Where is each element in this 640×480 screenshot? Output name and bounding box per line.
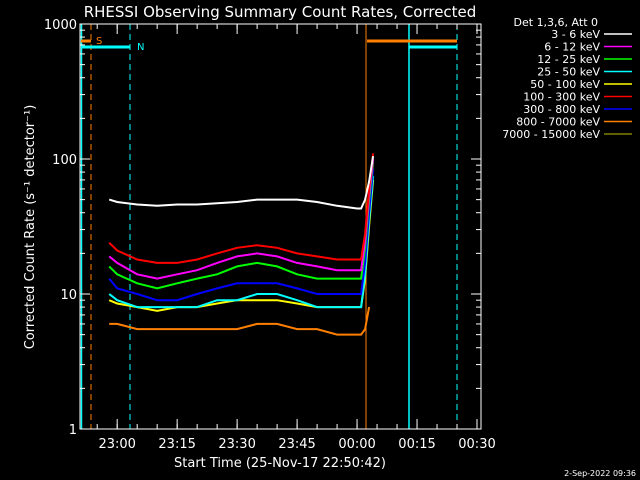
legend-label: 6 - 12 keV	[544, 41, 600, 54]
legend-label: 7000 - 15000 keV	[502, 128, 600, 141]
x-tick-label: 00:00	[338, 437, 375, 452]
series-layer	[108, 153, 375, 336]
y-tick-label: 100	[52, 153, 77, 168]
series-line-25-50-kev	[108, 175, 375, 309]
x-tick-label: 23:00	[98, 437, 135, 452]
y-axis: 1 10 100 1000	[44, 18, 481, 438]
y-tick-label: 10	[60, 288, 77, 303]
series-line-100-300-kev	[108, 153, 375, 264]
chart-title: RHESSI Observing Summary Count Rates, Co…	[84, 3, 477, 21]
footer-date: 2-Sep-2022 09:36	[564, 469, 636, 478]
x-axis-label: Start Time (25-Nov-17 22:50:42)	[174, 456, 386, 471]
legend-title: Det 1,3,6, Att 0	[514, 16, 598, 29]
series-line-800-7000-kev	[109, 306, 371, 336]
series-line-12-25-kev	[108, 161, 375, 290]
series-line-300-800-kev	[108, 168, 375, 302]
legend-label: 25 - 50 keV	[537, 66, 600, 79]
legend-label: 12 - 25 keV	[537, 53, 600, 66]
legend-label: 50 - 100 keV	[530, 78, 600, 91]
plot-frame	[79, 23, 482, 430]
legend-label: 300 - 800 keV	[523, 103, 600, 116]
y-tick-label: 1	[69, 423, 77, 438]
series-line-6-12-kev	[108, 158, 375, 280]
y-tick-label: 1000	[44, 18, 77, 33]
y-axis-label: Corrected Count Rate (s⁻¹ detector⁻¹)	[23, 105, 38, 350]
series-line-3-6-kev	[108, 155, 375, 210]
legend-label: 3 - 6 keV	[551, 28, 600, 41]
x-tick-label: 23:30	[218, 437, 255, 452]
x-tick-label: 00:15	[398, 437, 435, 452]
legend-label: 100 - 300 keV	[523, 91, 600, 104]
x-axis: 23:00 23:15 23:30 23:45 00:00 00:15 00:30	[96, 24, 496, 452]
event-annotations: SN	[96, 36, 144, 53]
x-tick-label: 00:30	[458, 437, 495, 452]
annotation-s: S	[96, 36, 102, 47]
x-tick-label: 23:45	[278, 437, 315, 452]
legend-label: 800 - 7000 keV	[516, 116, 600, 129]
x-tick-label: 23:15	[158, 437, 195, 452]
annotation-n: N	[137, 42, 144, 53]
